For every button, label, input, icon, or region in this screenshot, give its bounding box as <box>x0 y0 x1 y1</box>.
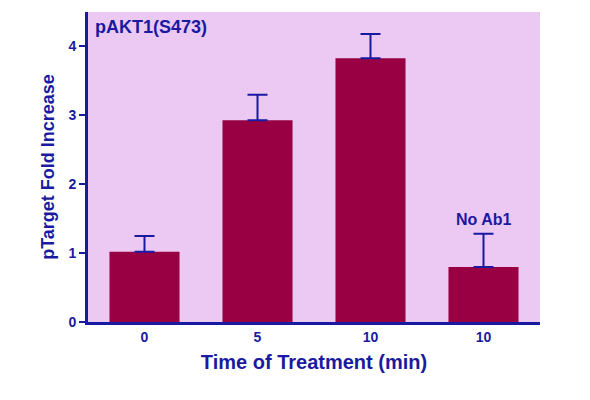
svg-text:pAKT1(S473): pAKT1(S473) <box>95 17 207 37</box>
svg-text:0: 0 <box>141 329 149 345</box>
svg-text:5: 5 <box>254 329 262 345</box>
svg-text:4: 4 <box>68 38 76 54</box>
svg-text:pTarget Fold Increase: pTarget Fold Increase <box>38 74 58 260</box>
svg-text:No Ab1: No Ab1 <box>456 211 512 228</box>
svg-text:0: 0 <box>68 314 76 330</box>
svg-text:2: 2 <box>68 176 76 192</box>
svg-text:Time of Treatment (min): Time of Treatment (min) <box>201 351 427 373</box>
svg-text:10: 10 <box>363 329 379 345</box>
svg-text:1: 1 <box>68 245 76 261</box>
svg-text:10: 10 <box>476 329 492 345</box>
svg-text:3: 3 <box>68 107 76 123</box>
